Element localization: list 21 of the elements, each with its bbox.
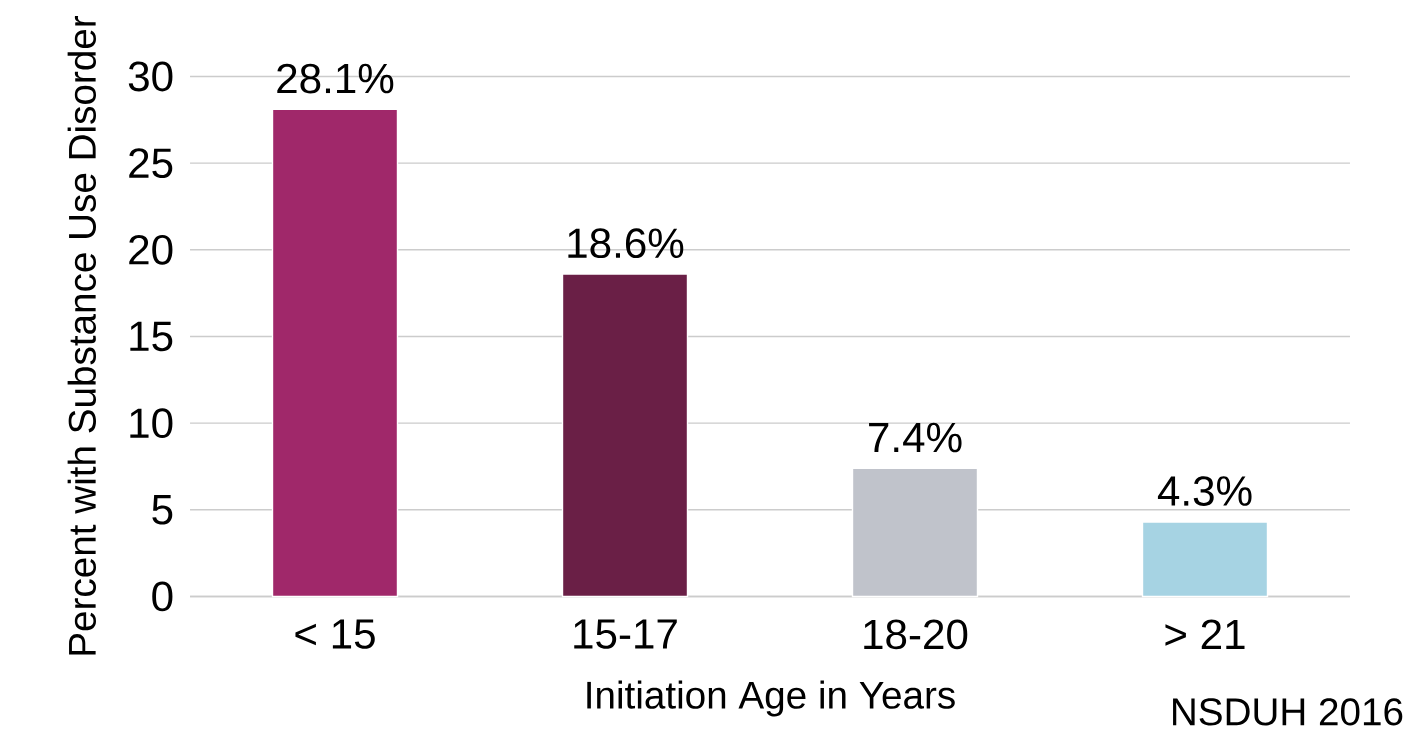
text: NSDUH 2016 <box>1173 697 1403 726</box>
bar <box>561 273 689 597</box>
data-label: 18.6% <box>568 228 684 258</box>
data-label: 7.4% <box>869 422 962 453</box>
y-tick-label: 5 <box>152 494 173 525</box>
y-tick-label: 30 <box>128 61 173 92</box>
bar <box>271 108 399 597</box>
x-tick-label: 15-17 <box>574 619 677 649</box>
y-tick-label: 10 <box>130 407 173 438</box>
y-axis-title: Percent with Substance Use Disorder <box>67 15 96 655</box>
x-tick-label: 18-20 <box>864 619 968 650</box>
data-label: 28.1% <box>277 63 394 94</box>
x-tick-label: > 21 <box>1165 619 1245 649</box>
y-tick-label: 25 <box>129 147 173 178</box>
x-axis-title: Initiation Age in Years <box>587 680 955 717</box>
bar <box>1141 521 1269 597</box>
y-tick-label: 0 <box>152 581 173 612</box>
y-tick-label: 15 <box>130 321 173 351</box>
y-tick-label: 20 <box>129 234 173 265</box>
data-label: 4.3% <box>1157 475 1252 506</box>
x-tick-label: < 15 <box>295 619 375 649</box>
